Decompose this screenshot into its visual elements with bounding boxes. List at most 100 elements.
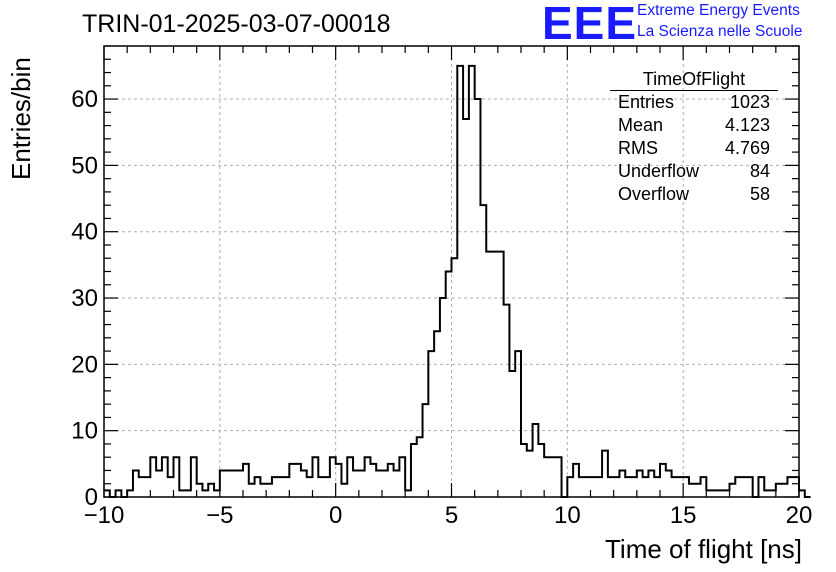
eee-logo: EEE [542,0,638,49]
histogram-bin [573,464,579,497]
histogram-bin [330,457,336,497]
histogram-bin [266,484,272,497]
histogram-bin [370,464,376,497]
histogram-bin [145,477,151,497]
histogram-bin [712,490,718,497]
histogram-bin [538,444,544,497]
histogram-bin [735,477,741,497]
histogram-bin [324,477,330,497]
histogram-bin [695,484,701,497]
histogram-bin [469,66,475,497]
histogram-bin [527,451,533,497]
histogram-bin [150,457,156,497]
histogram-bin [405,490,411,497]
stats-value: 1023 [729,92,770,112]
histogram-bin [741,477,747,497]
stats-label: Overflow [618,184,690,204]
logo-subtitle-1: Extreme Energy Events [637,2,800,19]
stats-row-entries: Entries 1023 [610,91,778,114]
x-tick-label: 10 [554,502,581,529]
histogram-bin [353,470,359,497]
histogram-bin [260,484,266,497]
histogram-bin [730,484,736,497]
histogram-bin [619,470,625,497]
stats-label: RMS [618,138,658,158]
histogram-bin [104,490,110,497]
histogram-bin [423,404,429,497]
histogram-bin [452,258,458,497]
stats-label: Entries [618,92,675,112]
stats-row-underflow: Underflow 84 [610,160,778,183]
histogram-bin [411,444,417,497]
histogram-bin [706,490,712,497]
grid-lines [104,46,799,497]
histogram-bin [631,477,637,497]
histogram-bin [399,457,405,497]
histogram-bin [295,464,301,497]
histogram-bin [498,252,504,497]
histogram-bin [689,484,695,497]
histogram-bin [799,490,805,497]
x-tick-label: 15 [670,502,697,529]
stats-row-overflow: Overflow 58 [610,183,778,206]
histogram-bin [394,470,400,497]
histogram-bin [139,477,145,497]
histogram-bin [376,470,382,497]
histogram-bin [341,484,347,497]
histogram-bin [278,477,284,497]
histogram-bin [677,477,683,497]
y-tick-label: 50 [71,152,98,179]
x-tick-label: 0 [329,502,342,529]
histogram-bin [214,490,220,497]
histogram-bin [486,252,492,497]
axis-ticks [103,45,800,498]
histogram-bin [480,205,486,497]
y-tick-label: 60 [71,86,98,113]
histogram-bin [625,477,631,497]
histogram-bin [255,477,261,497]
histogram-bin [509,371,515,497]
chart-title: TRIN-01-2025-03-07-00018 [82,10,391,38]
histogram-bin [793,477,799,497]
histogram-bin [417,437,423,497]
histogram-bin [770,490,776,497]
histogram-bin [672,477,678,497]
stats-value: 4.123 [724,115,770,135]
histogram-bin [602,451,608,497]
histogram-bin [226,470,232,497]
x-axis-label: Time of flight [ns] [605,534,802,564]
x-tick-label: −10 [84,502,125,529]
y-tick-label: 40 [71,219,98,246]
histogram-bin [249,484,255,497]
histogram-bin [231,470,237,497]
histogram-bin [220,470,226,497]
histogram-bin [463,119,469,497]
histogram-bin [683,477,689,497]
histogram-bin [776,484,782,497]
histogram-bin [289,464,295,497]
histogram-bin [475,99,481,497]
histogram-bin [764,490,770,497]
histogram-bin [272,477,278,497]
x-tick-label: 5 [445,502,458,529]
histogram-bin [701,477,707,497]
histogram-bin [197,484,203,497]
histogram-bin [596,477,602,497]
stats-box: TimeOfFlight Entries 1023 Mean 4.123 RMS… [610,68,778,206]
histogram-bin [718,490,724,497]
histogram-bin [440,298,446,497]
histogram-bin [724,490,730,497]
histogram-bin [284,477,290,497]
histogram-series [104,64,811,498]
histogram-bin [637,470,643,497]
histogram-bin [434,331,440,497]
y-axis-label: Entries/bin [6,57,36,180]
histogram-bin [492,252,498,497]
histogram-bin [365,457,371,497]
histogram-bin [521,444,527,497]
histogram-bin [301,470,307,497]
histogram-bin [191,457,197,497]
histogram-bin [550,457,556,497]
histogram-bin [648,470,654,497]
